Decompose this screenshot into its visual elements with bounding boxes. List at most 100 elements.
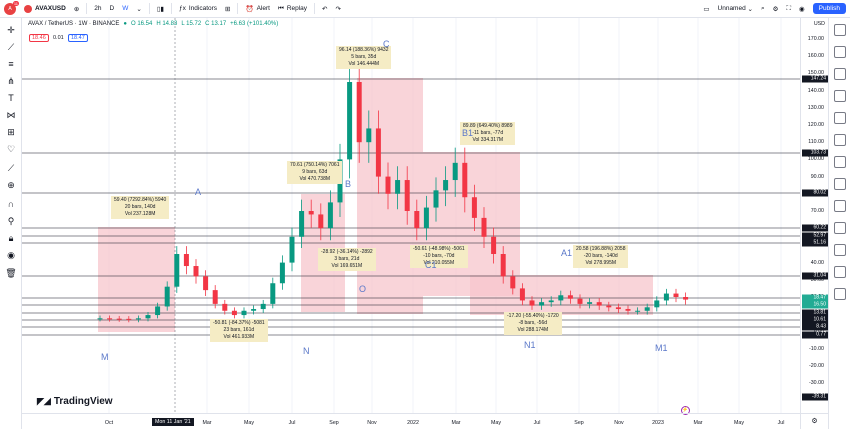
fullscreen-icon[interactable]: ⛶ xyxy=(786,4,791,12)
screener-icon[interactable] xyxy=(834,244,846,256)
price-tick: -10.00 xyxy=(808,345,824,352)
wave-label-b1[interactable]: B1 xyxy=(462,128,474,138)
trash-icon[interactable]: 🗑︎ xyxy=(5,267,17,278)
event-flag-icon[interactable]: ⚡ xyxy=(681,406,690,415)
hotlist-icon[interactable] xyxy=(834,90,846,102)
wave-label-a1[interactable]: A1 xyxy=(561,248,573,258)
measure-note-3[interactable]: 70.61 (750.14%) 7061 9 bars, 63d Vol 470.7… xyxy=(287,161,343,184)
interval-dropdown-icon[interactable]: ⌄ xyxy=(136,5,142,13)
data-window-icon[interactable] xyxy=(834,68,846,80)
lock-drawings-icon[interactable]: ⚲ xyxy=(7,215,15,226)
candle-body xyxy=(164,286,170,307)
candle-body xyxy=(491,236,497,254)
user-avatar[interactable]: A 11 xyxy=(0,0,20,18)
measure-note-6[interactable]: -50.61 (-48.98%) -5061 -10 bars, -70d Vol … xyxy=(410,245,468,268)
chart-pane[interactable] xyxy=(22,18,800,413)
candle-body xyxy=(500,254,506,277)
replay-button[interactable]: ⏮ Replay xyxy=(277,4,308,13)
price-tick: 160.00 xyxy=(807,53,824,60)
candles-type-icon[interactable]: ▯▮ xyxy=(156,5,164,13)
measure-note-1[interactable]: 59.40 (7292.84%) 5940 20 bars, 140d Vol 23… xyxy=(111,196,170,219)
watchlist-icon[interactable] xyxy=(834,24,846,36)
crosshair-icon[interactable]: ✛ xyxy=(7,24,15,35)
zoom-in-icon[interactable]: ⊕ xyxy=(7,179,15,190)
hide-drawings-icon[interactable]: ◉ xyxy=(7,249,15,260)
publish-button[interactable]: Publish xyxy=(809,0,850,18)
object-tree-icon[interactable] xyxy=(834,266,846,278)
layout-icon[interactable]: ▭ xyxy=(703,5,710,13)
visibility-icon[interactable]: ● xyxy=(123,21,127,27)
text-tool-icon[interactable]: T xyxy=(8,93,14,103)
interval-2h[interactable]: 2h xyxy=(94,5,102,12)
interval-w[interactable]: W xyxy=(122,5,129,12)
wave-label-n1[interactable]: N1 xyxy=(524,340,536,350)
candle-body xyxy=(481,217,487,237)
measure-range-box xyxy=(470,275,653,315)
streams-icon[interactable] xyxy=(834,178,846,190)
measure-note-7[interactable]: 89.89 (649.40%) 8989 -11 bars, -77d Vol 33… xyxy=(460,122,516,145)
pine-editor-icon[interactable] xyxy=(834,222,846,234)
pitchfork-icon[interactable]: ⋔ xyxy=(7,75,15,86)
redo-icon[interactable]: ↷ xyxy=(335,5,341,13)
interval-d[interactable]: D xyxy=(109,5,115,12)
price-tick: 110.00 xyxy=(808,139,824,146)
fib-retracement-icon[interactable]: ≡ xyxy=(8,59,14,69)
measure-note-8[interactable]: -17.20 (-55.40%) -1720 -8 bars, -56d Vol 2… xyxy=(504,312,562,335)
buy-price-box[interactable]: 18.47 xyxy=(68,34,88,42)
price-tick: 40.00 xyxy=(810,259,824,266)
wave-label-m[interactable]: M xyxy=(101,352,109,362)
calendar-icon[interactable] xyxy=(834,112,846,124)
search-icon[interactable]: ⌕ xyxy=(760,4,765,12)
settings-icon[interactable]: ⚙ xyxy=(772,5,779,13)
pattern-icon[interactable]: ⋈ xyxy=(6,109,16,120)
prediction-icon[interactable]: ⊞ xyxy=(7,126,15,137)
alerts-panel-icon[interactable] xyxy=(834,46,846,58)
candle-body xyxy=(404,180,410,211)
wave-label-o[interactable]: O xyxy=(359,284,367,294)
gear-icon[interactable]: ⚙ xyxy=(800,413,828,429)
tradingview-watermark[interactable]: ◤◢ TradingView xyxy=(37,396,113,407)
camera-icon[interactable]: ◉ xyxy=(799,5,805,13)
candle-body xyxy=(663,293,669,301)
alert-button[interactable]: ⏰ Alert xyxy=(245,5,270,13)
currency-label[interactable]: USD xyxy=(813,21,825,27)
price-scale[interactable]: USD 170.00 160.00 150.00 140.00 130.00 120.00… xyxy=(800,18,828,413)
legend-low: L 15.72 xyxy=(181,21,202,27)
ruler-icon[interactable]: ⟋ xyxy=(7,162,15,173)
layout-name-dropdown[interactable]: Unnamed ⌄ xyxy=(717,5,753,13)
wave-label-c[interactable]: C xyxy=(383,39,390,49)
lock-icon[interactable]: 🔒︎ xyxy=(8,232,14,243)
time-axis[interactable]: Oct Mar May Jul Sep Nov 2022 Mar May Jul Sep Nov 202… xyxy=(22,413,800,429)
candle-body xyxy=(222,303,228,311)
measure-note-9[interactable]: 20.58 (196.88%) 2058 -20 bars, -140d Vol 2… xyxy=(573,245,629,268)
measure-note-4[interactable]: -28.92 (-36.14%) -2892 3 bars, 21d Vol 169… xyxy=(318,248,376,271)
sell-price-box[interactable]: 18.46 xyxy=(29,34,49,42)
brush-icon[interactable]: ♡ xyxy=(6,143,16,154)
wave-label-m1[interactable]: M1 xyxy=(655,343,668,353)
undo-icon[interactable]: ↶ xyxy=(322,5,328,13)
time-tick: Sep xyxy=(329,420,339,426)
time-tick: Jul xyxy=(777,420,785,426)
wave-label-b[interactable]: B xyxy=(345,179,352,189)
ideas-icon[interactable] xyxy=(834,134,846,146)
wave-label-c1[interactable]: C1 xyxy=(425,260,437,270)
trend-line-icon[interactable]: ⟋ xyxy=(7,41,15,52)
wave-label-n[interactable]: N xyxy=(303,346,310,356)
chat-icon[interactable] xyxy=(834,156,846,168)
price-level-tag: 147.24 xyxy=(802,75,828,83)
price-tick: 0.00 xyxy=(814,328,824,334)
measure-note-2[interactable]: -50.81 (-84.37%) -5081 23 bars, 161d Vol 4… xyxy=(210,319,268,342)
wave-label-a[interactable]: A xyxy=(195,187,202,197)
compare-add-icon[interactable]: ⊕ xyxy=(73,5,80,13)
price-tick: 170.00 xyxy=(807,36,824,42)
measure-note-5[interactable]: 96.14 (188.36%) 9432 5 bars, 35d Vol 146.4… xyxy=(336,46,392,69)
price-level-tag: 60.22 xyxy=(802,224,828,232)
symbol-search[interactable]: AVAXUSD xyxy=(20,0,70,18)
candle-body xyxy=(308,211,314,215)
help-icon[interactable] xyxy=(834,288,846,300)
time-tick: Mar xyxy=(693,420,703,426)
notifications-icon[interactable] xyxy=(834,200,846,212)
layouts-grid-icon[interactable]: ⊞ xyxy=(225,5,231,13)
magnet-icon[interactable]: ∩ xyxy=(7,199,15,209)
indicators-button[interactable]: ƒx Indicators xyxy=(178,5,218,12)
